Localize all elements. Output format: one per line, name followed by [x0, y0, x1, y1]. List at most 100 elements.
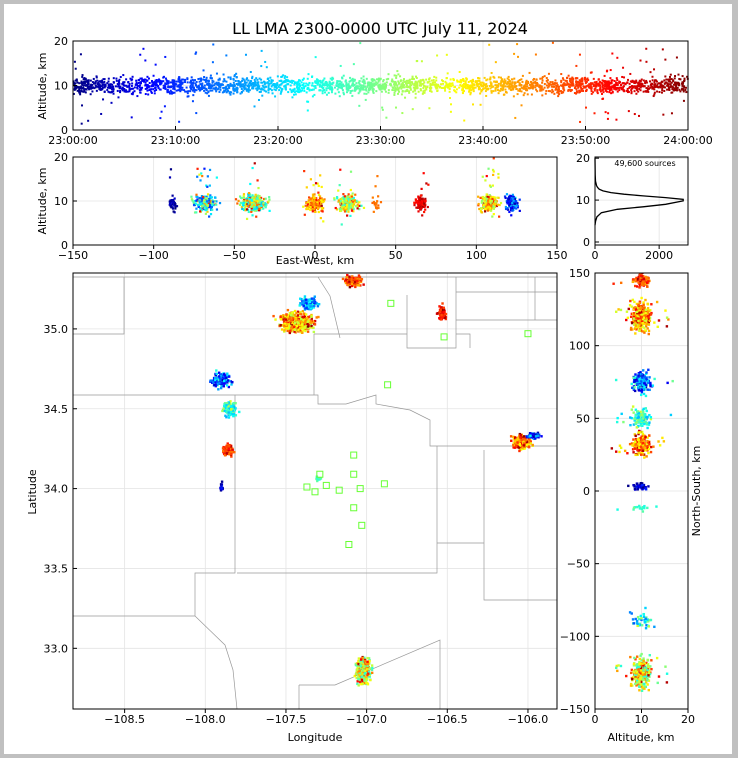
time-altitude-source [683, 86, 686, 89]
time-altitude-source [216, 83, 219, 86]
time-altitude-source [97, 86, 100, 89]
time-altitude-source [668, 80, 671, 83]
east-west-source [250, 207, 253, 210]
east-west-source [492, 212, 495, 216]
east-west-source [204, 206, 207, 209]
time-altitude-source [171, 81, 174, 84]
time-altitude-source [435, 85, 438, 88]
time-altitude-source [393, 93, 396, 96]
time-altitude-source [146, 89, 149, 92]
east-west-source [310, 201, 313, 204]
histogram-xtick-label: 2000 [645, 249, 673, 262]
time-altitude-source [645, 60, 648, 63]
time-altitude-source [152, 88, 155, 91]
time-altitude-source [686, 75, 689, 78]
east-west-source [250, 201, 253, 204]
time-altitude-source [638, 82, 641, 85]
time-altitude-source [378, 85, 381, 88]
time-altitude-source [640, 83, 643, 86]
time-altitude-source [103, 86, 106, 89]
time-altitude-source [610, 87, 613, 90]
time-altitude-source [94, 80, 97, 83]
time-altitude-source [236, 91, 239, 94]
time-altitude-source [627, 110, 630, 113]
time-altitude-source [436, 89, 439, 92]
time-altitude-source [568, 77, 571, 80]
time-altitude-source [616, 86, 619, 89]
east-west-ytick-label: 0 [61, 239, 68, 252]
time-altitude-source [449, 82, 452, 85]
time-altitude-source [613, 85, 616, 88]
time-altitude-source [262, 80, 265, 83]
time-altitude-source [629, 80, 632, 83]
east-west-source [352, 196, 355, 200]
time-altitude-source [276, 82, 279, 85]
time-altitude-source [468, 90, 471, 93]
time-altitude-source [283, 76, 286, 79]
east-west-ylabel: Altitude, km [36, 167, 49, 234]
time-altitude-source [539, 77, 542, 80]
time-altitude-source [502, 87, 505, 90]
time-altitude-source [554, 87, 557, 90]
time-altitude-source [80, 85, 83, 88]
time-altitude-source [618, 80, 621, 83]
time-altitude-source [287, 91, 290, 94]
time-altitude-source [515, 88, 518, 91]
east-west-source [347, 195, 350, 198]
east-west-source [491, 215, 494, 218]
time-altitude-source [85, 84, 88, 87]
time-altitude-source [563, 89, 566, 92]
plan-view-source [304, 298, 308, 301]
time-altitude-source [478, 79, 481, 82]
east-west-xlabel: East-West, km [276, 254, 354, 267]
east-west-source [201, 204, 204, 207]
east-west-source [347, 207, 351, 210]
time-altitude-source [601, 82, 604, 85]
time-altitude-source [438, 86, 441, 89]
time-altitude-source [417, 90, 420, 93]
time-altitude-source [420, 79, 423, 82]
time-altitude-source [531, 83, 534, 86]
time-altitude-source [300, 81, 303, 84]
plan-view-source [301, 320, 304, 324]
time-altitude-source [101, 83, 104, 86]
time-altitude-source [464, 82, 467, 85]
time-altitude-source [419, 80, 422, 83]
plan-view-source [346, 281, 349, 284]
time-altitude-source [132, 87, 135, 90]
plan-view-source [443, 316, 447, 319]
time-altitude-source [389, 83, 392, 86]
time-altitude-source [332, 77, 335, 80]
plan-view-source [351, 275, 354, 278]
time-altitude-source [112, 92, 115, 95]
time-altitude-source [164, 82, 167, 85]
plan-view-source [298, 312, 301, 315]
time-altitude-source [613, 86, 616, 89]
time-altitude-source [110, 91, 113, 94]
time-altitude-source [471, 82, 474, 85]
time-altitude-source [129, 77, 132, 80]
time-altitude-source [346, 88, 349, 91]
time-altitude-source [611, 85, 614, 88]
plan-view-source [316, 304, 320, 308]
plan-view-source [282, 318, 285, 321]
time-altitude-source [385, 78, 388, 81]
time-altitude-source [127, 85, 130, 88]
east-west-source [320, 204, 323, 207]
time-altitude-source [526, 93, 529, 96]
time-altitude-source [305, 82, 308, 85]
time-altitude-source [263, 86, 266, 89]
east-west-source [482, 205, 486, 208]
time-altitude-source [339, 64, 342, 67]
east-west-source [343, 197, 346, 200]
time-altitude-source [517, 79, 520, 82]
plan-view-source [299, 310, 302, 314]
time-altitude-source [408, 80, 411, 83]
time-altitude-source [508, 80, 511, 83]
time-altitude-source [347, 89, 350, 92]
east-west-source [238, 195, 242, 198]
east-west-source [486, 209, 490, 212]
time-altitude-source [653, 68, 656, 71]
plan-view-source [297, 315, 301, 318]
